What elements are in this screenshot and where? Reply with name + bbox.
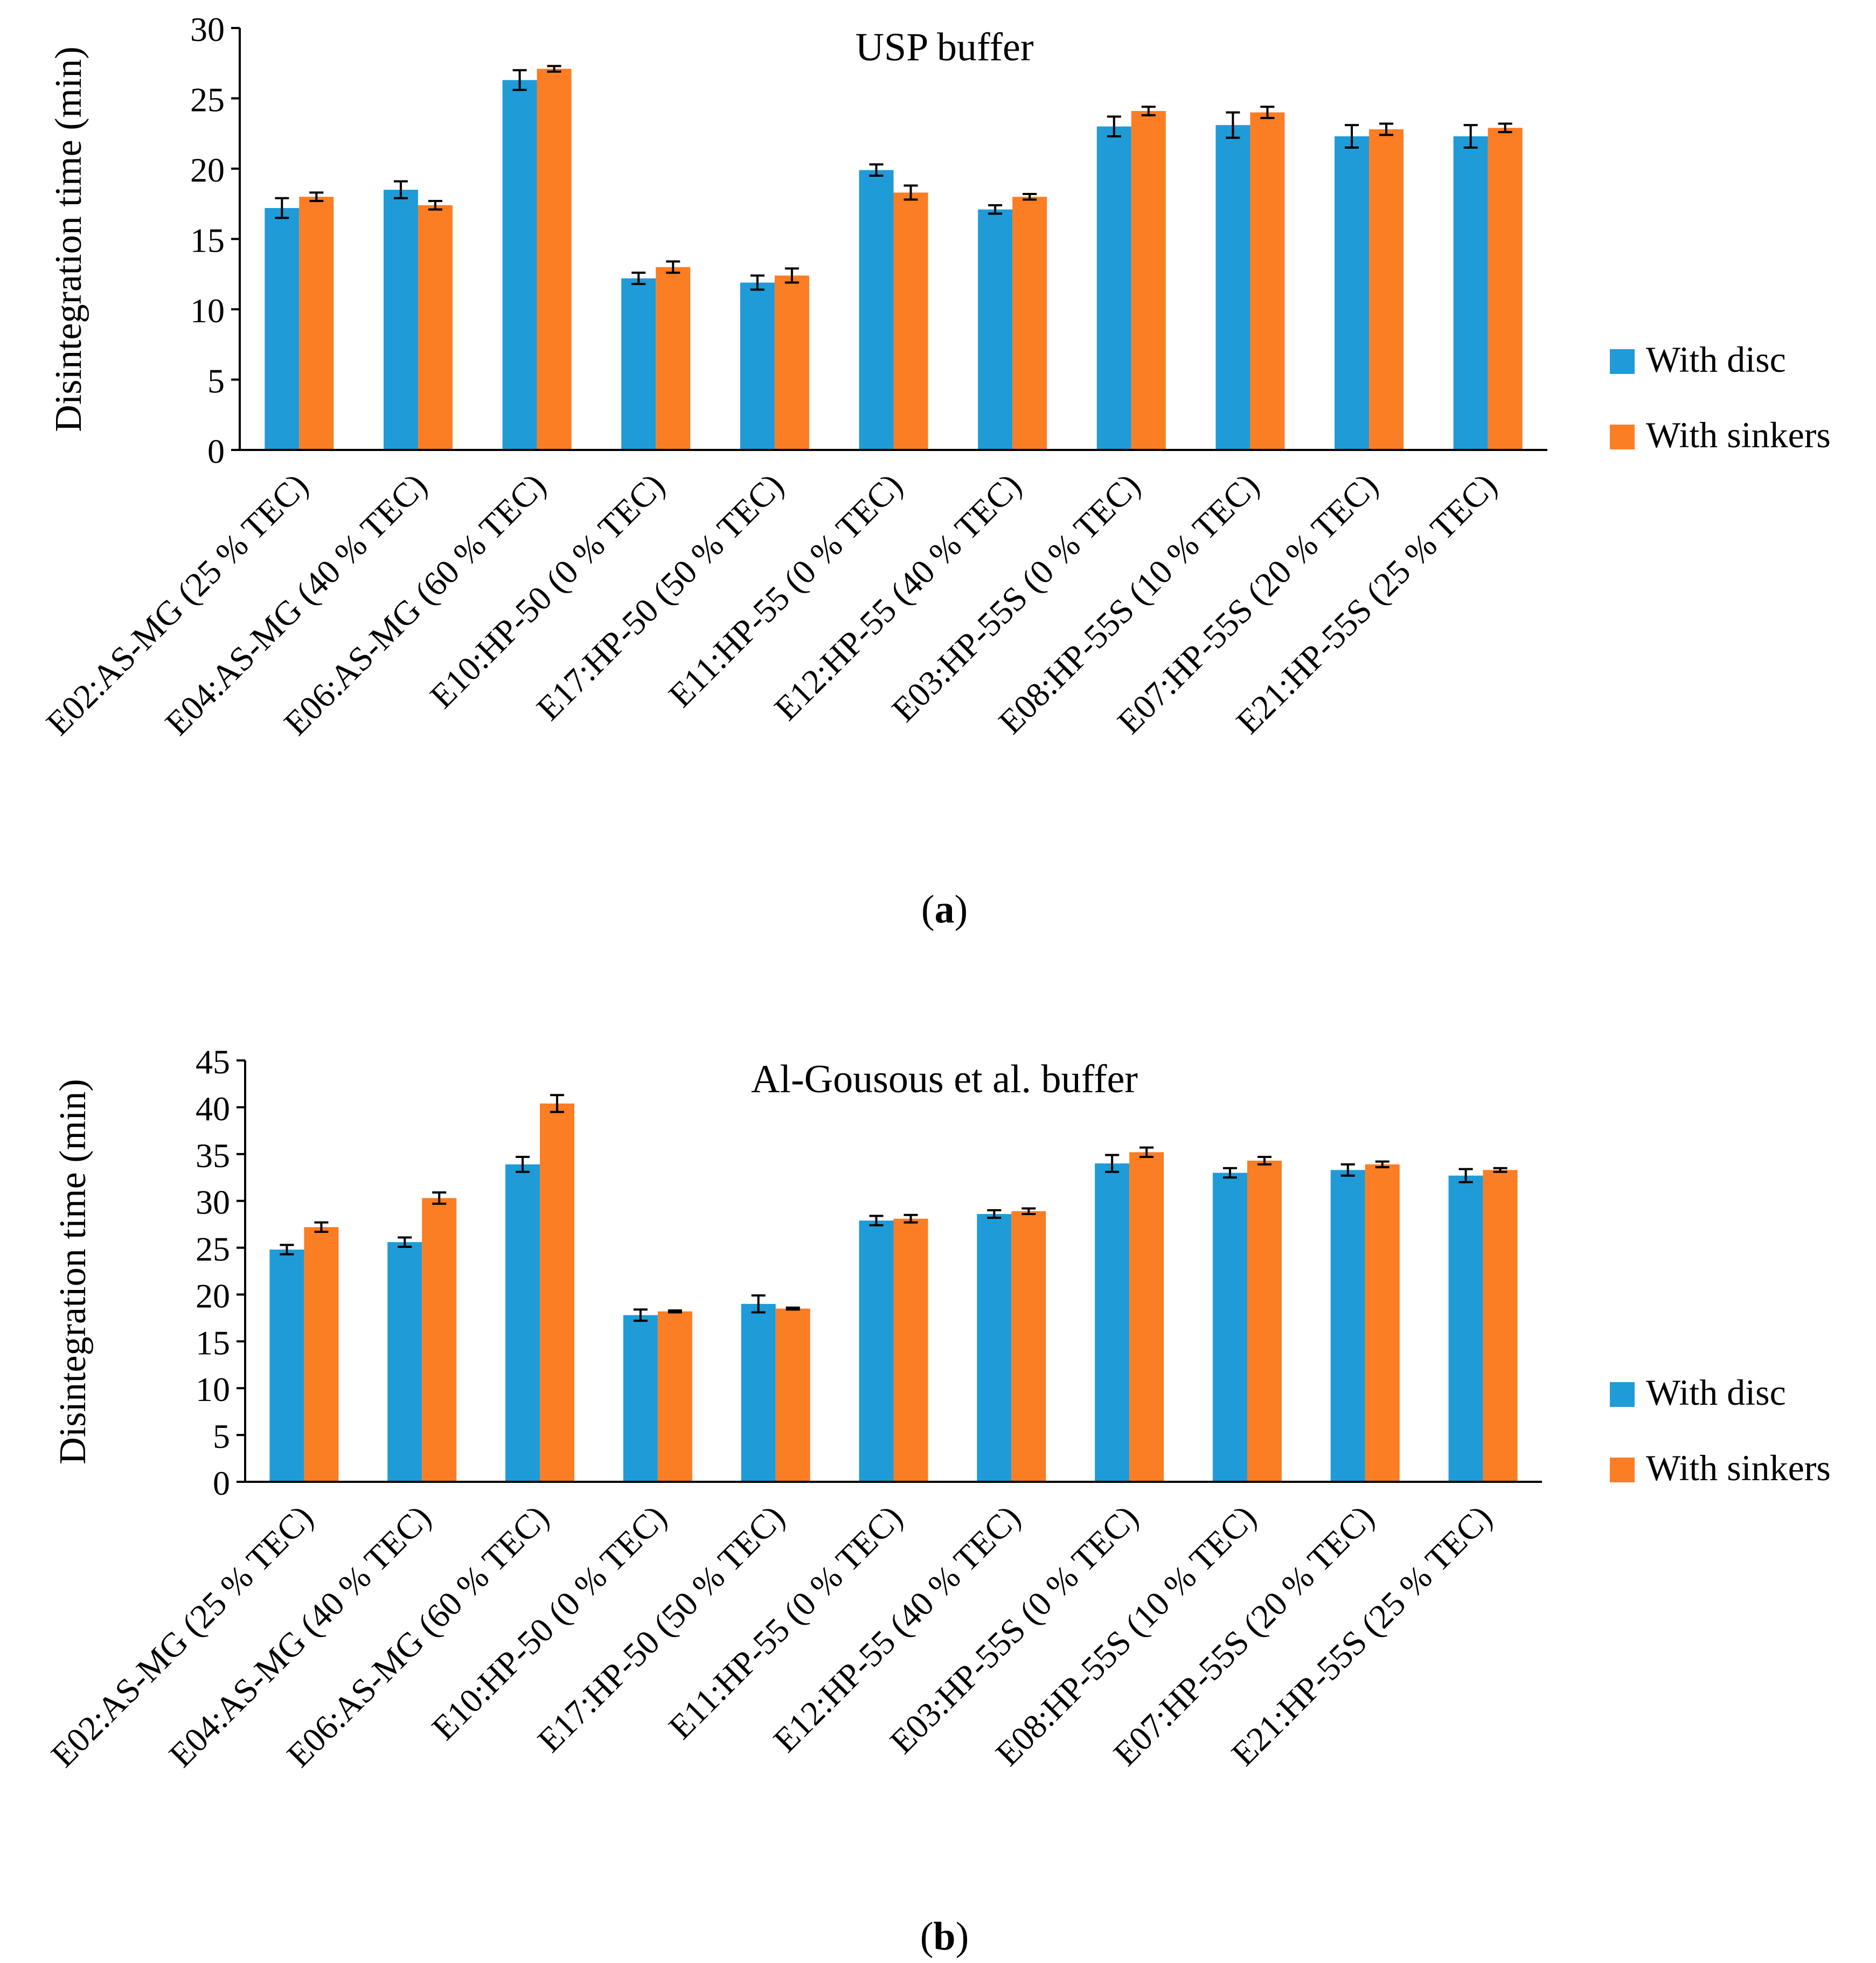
x-tick-label: E10:HP-50 (0 % TEC) bbox=[422, 466, 672, 716]
y-tick-label: 35 bbox=[196, 1136, 230, 1175]
x-tick-label: E11:HP-55 (0 % TEC) bbox=[661, 466, 909, 715]
bar-with-disc-e07-hp-55s-20-tec bbox=[1330, 1170, 1365, 1482]
bar-with-sinkers-e04-as-mg-40-tec bbox=[422, 1198, 457, 1482]
bar-with-disc-e21-hp-55s-25-tec bbox=[1453, 136, 1488, 450]
panel-label-b: (b) bbox=[920, 1915, 969, 1959]
error-bar-group bbox=[275, 65, 1512, 291]
y-tick-label: 15 bbox=[196, 1323, 230, 1362]
y-tick-label: 0 bbox=[207, 432, 225, 470]
legend-swatch-with-disc bbox=[1610, 1382, 1635, 1407]
legend: With disc With sinkers bbox=[1610, 1372, 1831, 1488]
bar-with-disc-e11-hp-55-0-tec bbox=[859, 170, 894, 450]
legend-swatch-with-sinkers bbox=[1610, 1458, 1635, 1482]
panel-label-b-letter: b bbox=[933, 1915, 955, 1959]
bar-with-sinkers-e02-as-mg-25-tec bbox=[304, 1227, 339, 1482]
bar-with-sinkers-e04-as-mg-40-tec bbox=[418, 205, 453, 450]
bar-with-sinkers-e07-hp-55s-20-tec bbox=[1369, 129, 1404, 450]
bar-with-disc-e12-hp-55-40-tec bbox=[978, 209, 1013, 450]
bar-with-disc-e06-as-mg-60-tec bbox=[505, 1164, 540, 1482]
bar-group bbox=[265, 68, 1523, 450]
bar-with-sinkers-e10-hp-50-0-tec bbox=[656, 267, 691, 450]
bar-with-disc-e21-hp-55s-25-tec bbox=[1448, 1175, 1483, 1482]
chart-title: USP buffer bbox=[856, 25, 1034, 70]
bar-with-sinkers-e11-hp-55-0-tec bbox=[893, 1218, 928, 1482]
bar-with-sinkers-e06-as-mg-60-tec bbox=[540, 1103, 575, 1482]
bar-with-sinkers-e10-hp-50-0-tec bbox=[657, 1311, 692, 1482]
x-tick-label: E10:HP-50 (0 % TEC) bbox=[425, 1498, 674, 1747]
bar-with-disc-e10-hp-50-0-tec bbox=[621, 278, 656, 450]
bar-with-disc-e06-as-mg-60-tec bbox=[502, 80, 537, 450]
bar-with-disc-e08-hp-55s-10-tec bbox=[1215, 125, 1250, 450]
y-tick-label: 30 bbox=[196, 1183, 230, 1222]
chart-usp-buffer: USP buffer Disintegration time (min) 0 5 1… bbox=[39, 10, 1831, 743]
bar-with-sinkers-e21-hp-55s-25-tec bbox=[1488, 128, 1523, 450]
bar-with-disc-e04-as-mg-40-tec bbox=[387, 1242, 422, 1482]
bar-with-disc-e02-as-mg-25-tec bbox=[265, 208, 300, 450]
bar-with-sinkers-e08-hp-55s-10-tec bbox=[1247, 1160, 1282, 1482]
y-tick-label: 10 bbox=[190, 292, 225, 330]
legend-label-with-sinkers: With sinkers bbox=[1646, 1447, 1831, 1488]
panel-label-a: (a) bbox=[921, 887, 968, 932]
bar-with-sinkers-e11-hp-55-0-tec bbox=[893, 192, 928, 450]
bar-with-sinkers-e03-hp-55s-0-tec bbox=[1131, 110, 1166, 450]
bar-with-disc-e08-hp-55s-10-tec bbox=[1212, 1173, 1247, 1482]
legend: With disc With sinkers bbox=[1610, 339, 1831, 455]
bar-with-disc-e10-hp-50-0-tec bbox=[623, 1315, 658, 1482]
y-axis-label: Disintegration time (min) bbox=[48, 46, 89, 432]
bar-with-sinkers-e02-as-mg-25-tec bbox=[299, 197, 334, 450]
x-tick-labels: E02:AS-MG (25 % TEC)E04:AS-MG (40 % TEC)… bbox=[39, 466, 1504, 743]
x-tick-label: E11:HP-55 (0 % TEC) bbox=[661, 1498, 909, 1746]
bar-with-disc-e17-hp-50-50-tec bbox=[741, 1303, 776, 1482]
y-tick-labels: 0 5 10 15 20 25 30 35 40 45 bbox=[196, 1043, 230, 1502]
y-axis-label: Disintegration time (min) bbox=[52, 1079, 94, 1464]
bar-with-sinkers-e21-hp-55s-25-tec bbox=[1483, 1170, 1518, 1482]
bar-with-sinkers-e12-hp-55-40-tec bbox=[1012, 197, 1047, 450]
legend-swatch-with-disc bbox=[1610, 349, 1635, 374]
chart-al-gousous-buffer: Al-Gousous et al. buffer Disintegration … bbox=[44, 1043, 1831, 1774]
bar-with-disc-e11-hp-55-0-tec bbox=[859, 1220, 894, 1482]
y-tick-label: 30 bbox=[190, 10, 225, 48]
y-tick-label: 0 bbox=[213, 1464, 230, 1502]
bar-group bbox=[269, 1103, 1518, 1482]
x-tick-labels: E02:AS-MG (25 % TEC)E04:AS-MG (40 % TEC)… bbox=[44, 1498, 1499, 1774]
axes bbox=[231, 27, 1547, 451]
y-tick-labels: 0 5 10 15 20 25 30 bbox=[190, 10, 225, 470]
bar-with-sinkers-e17-hp-50-50-tec bbox=[775, 1308, 810, 1482]
y-tick-label: 5 bbox=[213, 1417, 230, 1455]
error-bar-group bbox=[280, 1094, 1507, 1322]
y-tick-label: 20 bbox=[196, 1277, 230, 1315]
y-tick-label: 45 bbox=[196, 1043, 230, 1081]
bar-with-sinkers-e07-hp-55s-20-tec bbox=[1365, 1164, 1400, 1482]
axes bbox=[237, 1059, 1542, 1483]
y-tick-label: 25 bbox=[190, 81, 225, 119]
y-tick-label: 20 bbox=[190, 151, 225, 189]
bar-with-disc-e12-hp-55-40-tec bbox=[977, 1213, 1012, 1482]
bar-with-disc-e02-as-mg-25-tec bbox=[269, 1250, 304, 1482]
bar-with-sinkers-e12-hp-55-40-tec bbox=[1011, 1211, 1046, 1482]
y-tick-label: 10 bbox=[196, 1370, 230, 1409]
bar-with-disc-e04-as-mg-40-tec bbox=[383, 190, 418, 450]
bar-with-disc-e17-hp-50-50-tec bbox=[740, 282, 775, 450]
y-tick-label: 15 bbox=[190, 221, 225, 260]
y-tick-label: 25 bbox=[196, 1230, 230, 1268]
bar-with-disc-e07-hp-55s-20-tec bbox=[1335, 136, 1370, 450]
legend-label-with-disc: With disc bbox=[1646, 339, 1786, 380]
legend-swatch-with-sinkers bbox=[1610, 425, 1635, 449]
bar-with-sinkers-e08-hp-55s-10-tec bbox=[1250, 112, 1285, 450]
bar-with-disc-e03-hp-55s-0-tec bbox=[1096, 126, 1131, 450]
legend-label-with-disc: With disc bbox=[1646, 1372, 1786, 1413]
bar-with-sinkers-e06-as-mg-60-tec bbox=[537, 68, 572, 450]
y-tick-label: 40 bbox=[196, 1090, 230, 1128]
bar-with-sinkers-e03-hp-55s-0-tec bbox=[1129, 1152, 1164, 1482]
y-tick-label: 5 bbox=[207, 362, 225, 400]
legend-label-with-sinkers: With sinkers bbox=[1646, 414, 1831, 455]
bar-with-sinkers-e17-hp-50-50-tec bbox=[774, 275, 809, 450]
chart-title: Al-Gousous et al. buffer bbox=[751, 1057, 1138, 1101]
panel-label-a-letter: a bbox=[935, 887, 955, 932]
bar-with-disc-e03-hp-55s-0-tec bbox=[1095, 1163, 1130, 1482]
